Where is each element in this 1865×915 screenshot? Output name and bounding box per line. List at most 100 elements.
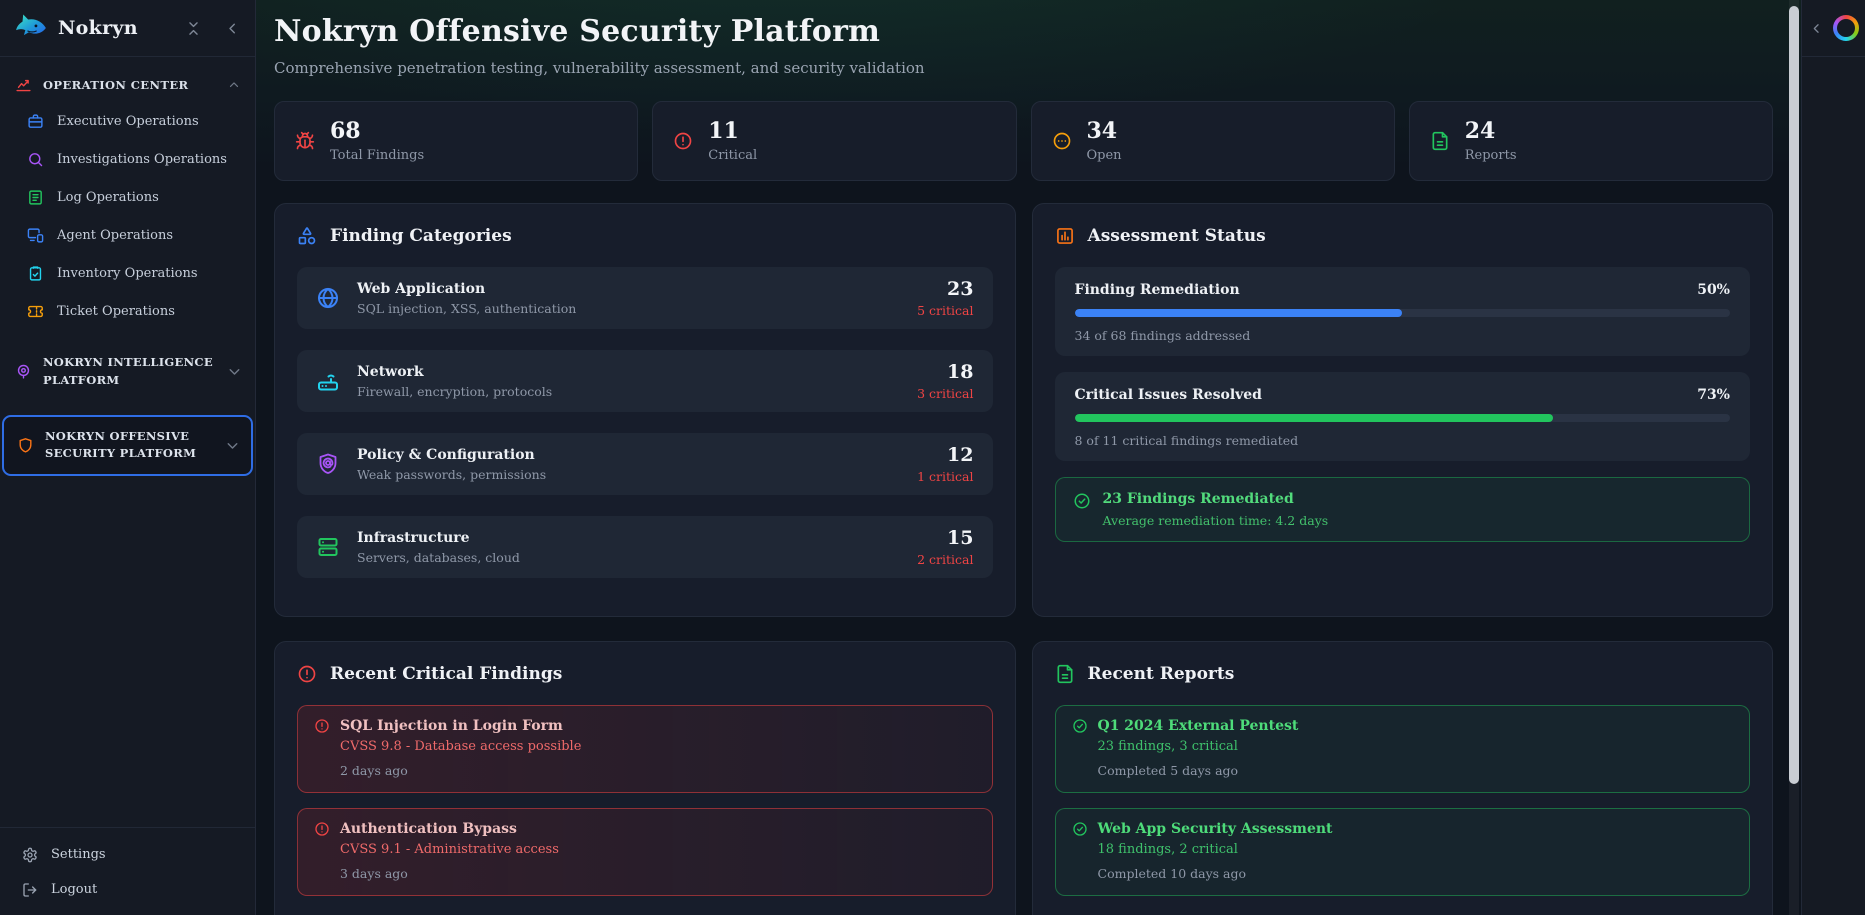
section-label: OPERATION CENTER [43,77,189,92]
brain-icon [15,363,32,380]
shield-icon [17,437,34,454]
critical-finding-authentication-bypass[interactable]: Authentication Bypass CVSS 9.1 - Adminis… [297,808,993,896]
category-desc: Weak passwords, permissions [357,466,547,482]
alert-circle-icon [314,821,330,837]
category-name: Policy & Configuration [357,446,535,463]
stat-card-reports: 24 Reports [1408,101,1773,181]
sidebar-item-logout[interactable]: Logout [0,872,255,907]
stat-card-open: 34 Open [1030,101,1395,181]
sidebar-item-investigations-operations[interactable]: Investigations Operations [0,140,255,178]
stat-label: Critical [708,147,758,163]
check-circle-icon [1073,492,1091,510]
critical-finding-sql-injection[interactable]: SQL Injection in Login Form CVSS 9.8 - D… [297,705,993,793]
devices-icon [27,227,44,244]
sidebar-nav: OPERATION CENTER Executive Operations In… [0,57,255,827]
category-critical-count: 5 critical [917,303,974,318]
chevron-up-icon [227,78,241,92]
recent-reports-card: Recent Reports Q1 2024 External Pentest … [1031,641,1773,915]
group-label: NOKRYN INTELLIGENCE PLATFORM [43,355,213,387]
report-time: Completed 5 days ago [1097,763,1239,778]
brand-name: Nokryn [58,17,138,39]
sidebar-item-executive-operations[interactable]: Executive Operations [0,102,255,140]
scrollbar-thumb[interactable] [1789,6,1799,784]
finding-time: 2 days ago [340,763,408,778]
stat-card-total-findings: 68 Total Findings [274,101,639,181]
sidebar-item-settings[interactable]: Settings [0,837,255,872]
sidebar-brand: Nokryn [0,0,255,57]
stat-card-critical: 11 Critical [652,101,1017,181]
category-count: 18 [947,361,974,383]
stat-label: Open [1086,147,1122,163]
progress-percent: 50% [1697,282,1730,298]
category-critical-count: 2 critical [917,552,974,567]
sidebar-item-log-operations[interactable]: Log Operations [0,178,255,216]
chart-trend-icon [15,76,32,93]
recent-critical-findings-card: Recent Critical Findings SQL Injection i… [274,641,1016,915]
footer-item-label: Logout [51,882,98,897]
report-title: Q1 2024 External Pentest [1097,718,1299,734]
sidebar-item-agent-operations[interactable]: Agent Operations [0,216,255,254]
bug-icon [295,131,315,151]
server-icon [316,535,340,559]
bar-chart-icon [1055,226,1075,246]
report-q1-2024-external-pentest[interactable]: Q1 2024 External Pentest 23 findings, 3 … [1054,705,1750,793]
sidebar-section-operation-center[interactable]: OPERATION CENTER [0,70,255,102]
sidebar-group-intelligence-platform[interactable]: NOKRYN INTELLIGENCE PLATFORM [0,341,255,403]
report-detail: 23 findings, 3 critical [1097,739,1238,754]
card-title: Recent Critical Findings [330,664,563,684]
sidebar-group-offensive-security-platform[interactable]: NOKRYN OFFENSIVE SECURITY PLATFORM [2,414,253,477]
progress-percent: 73% [1697,387,1730,403]
collapse-vertical-icon[interactable] [185,20,202,37]
category-name: Infrastructure [357,529,470,546]
chevron-down-icon [224,437,241,454]
file-list-icon [27,189,44,206]
category-desc: Firewall, encryption, protocols [357,383,553,399]
progress-note: 34 of 68 findings addressed [1074,328,1251,343]
stat-value: 68 [330,118,361,145]
report-title: Web App Security Assessment [1097,821,1333,837]
progress-fill [1074,414,1553,422]
stat-value: 11 [708,118,739,145]
progress-finding-remediation: Finding Remediation 50% 34 of 68 finding… [1054,267,1750,356]
category-desc: SQL injection, XSS, authentication [357,300,577,316]
category-row-web-application[interactable]: Web Application SQL injection, XSS, auth… [297,267,993,329]
stat-value: 24 [1464,118,1496,145]
sidebar-item-ticket-operations[interactable]: Ticket Operations [0,292,255,330]
avatar-spinner-ring[interactable] [1832,15,1859,41]
clipboard-check-icon [27,265,44,282]
card-title: Assessment Status [1087,226,1266,246]
alert-circle-icon [297,664,317,684]
category-desc: Servers, databases, cloud [357,549,520,565]
alert-circle-icon [314,718,330,734]
category-name: Web Application [357,280,486,297]
card-title: Finding Categories [330,226,512,246]
sidebar-item-inventory-operations[interactable]: Inventory Operations [0,254,255,292]
category-row-network[interactable]: Network Firewall, encryption, protocols … [297,350,993,412]
category-count: 23 [947,278,974,300]
summary-title: 23 Findings Remediated [1102,491,1294,507]
page-subtitle: Comprehensive penetration testing, vulne… [274,59,925,77]
panel-chevron-left-icon[interactable] [1809,21,1824,36]
finding-time: 3 days ago [340,866,408,881]
category-row-policy-configuration[interactable]: Policy & Configuration Weak passwords, p… [297,433,993,495]
ticket-icon [27,303,44,320]
router-icon [316,369,340,393]
shapes-icon [297,226,317,246]
sidebar-collapse-chevron-left-icon[interactable] [224,20,241,37]
report-web-app-security-assessment[interactable]: Web App Security Assessment 18 findings,… [1054,808,1750,896]
sidebar-item-label: Agent Operations [57,227,174,243]
category-critical-count: 1 critical [917,469,974,484]
category-row-infrastructure[interactable]: Infrastructure Servers, databases, cloud… [297,516,993,578]
shield-at-icon [316,452,340,476]
category-count: 12 [947,444,974,466]
sidebar-item-label: Inventory Operations [57,265,198,281]
remediation-summary-banner: 23 Findings Remediated Average remediati… [1054,477,1750,542]
summary-note: Average remediation time: 4.2 days [1102,513,1329,528]
stat-label: Total Findings [330,147,425,163]
assessment-status-card: Assessment Status Finding Remediation 50… [1031,203,1773,617]
progress-track [1074,414,1730,422]
check-circle-icon [1072,821,1088,837]
logout-icon [22,882,38,898]
sidebar: Nokryn OPERATION CENTER Executive Operat… [0,0,256,915]
